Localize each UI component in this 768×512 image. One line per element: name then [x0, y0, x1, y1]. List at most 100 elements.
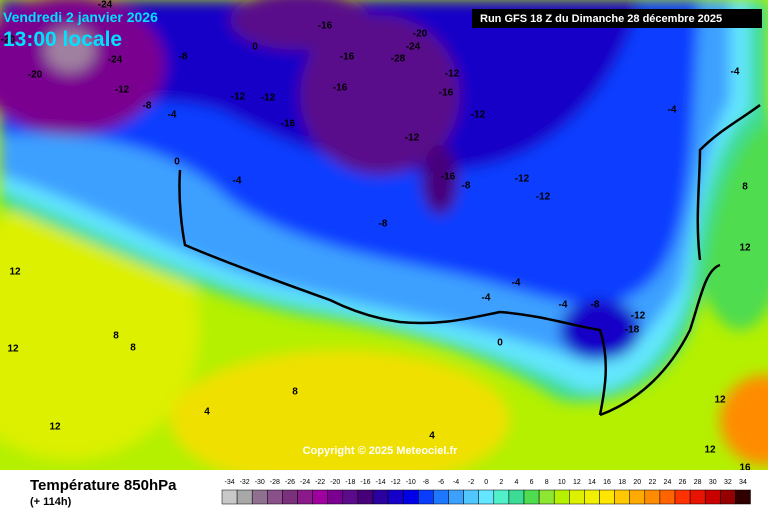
isotherm-label: 8: [292, 387, 298, 398]
legend-title: Température 850hPa: [30, 477, 177, 494]
colorbar-label: -26: [285, 479, 295, 486]
color-swatch: [372, 489, 389, 505]
isotherm-label: -12: [115, 85, 130, 96]
isotherm-label: -12: [631, 311, 646, 322]
isotherm-label: -8: [591, 300, 600, 311]
isotherm-label: -16: [281, 119, 296, 130]
isotherm-label: 12: [49, 422, 61, 433]
temperature-field: [0, 0, 768, 490]
color-swatch: [402, 489, 419, 505]
isotherm-label: -4: [559, 300, 568, 311]
colorbar-label: 18: [618, 479, 626, 486]
run-box: [472, 9, 762, 28]
colorbar-label: -10: [406, 479, 416, 486]
isotherm-label: -16: [333, 83, 348, 94]
isotherm-label: 12: [704, 445, 716, 456]
color-swatch: [448, 489, 464, 505]
color-swatch: [357, 489, 374, 505]
color-swatch: [735, 489, 751, 505]
isotherm-label: 12: [739, 243, 751, 254]
isotherm-label: 8: [130, 343, 136, 354]
run-info: Run GFS 18 Z du Dimanche 28 décembre 202…: [480, 13, 722, 25]
colorbar-label: -32: [240, 479, 250, 486]
colorbar-label: 2: [499, 479, 503, 486]
colorbar-label: -12: [391, 479, 401, 486]
colorbar-label: 28: [694, 479, 702, 486]
color-swatch: [538, 489, 555, 505]
isotherm-label: -4: [168, 110, 177, 121]
color-swatch: [523, 489, 540, 505]
color-swatch: [433, 489, 449, 505]
isotherm-label: -24: [98, 0, 113, 11]
colorbar-label: 20: [633, 479, 641, 486]
colorbar-label: 0: [484, 479, 488, 486]
isotherm-labels: -24 -20 -20 -24 -12 -8 -8 -4 0 -12 -12 -16 -16 -16 -16…: [1, 0, 751, 474]
color-swatch: [599, 489, 615, 505]
isotherm-label: 16: [739, 463, 751, 474]
colorbar-label: -30: [255, 479, 265, 486]
colorbar-label: 16: [603, 479, 611, 486]
color-swatch: [508, 489, 525, 505]
isotherm-label: 12: [714, 395, 726, 406]
colorbar-label: -6: [438, 479, 444, 486]
colorbar-label: -4: [453, 479, 459, 486]
isotherm-label: -4: [731, 67, 740, 78]
isotherm-label: 12: [7, 344, 19, 355]
color-swatch: [387, 489, 404, 505]
color-swatch: [553, 489, 570, 505]
isotherm-label: -16: [318, 21, 333, 32]
isotherm-label: -24: [406, 42, 421, 53]
color-swatch: [236, 489, 253, 505]
colorbar-label: 32: [724, 479, 732, 486]
isotherm-label: -16: [340, 52, 355, 63]
color-swatch: [569, 489, 585, 505]
colorbar-label: 8: [545, 479, 549, 486]
colorbar-label: 12: [573, 479, 581, 486]
colorbar-label: 14: [588, 479, 596, 486]
colorbar-label: -22: [315, 479, 325, 486]
isotherm-label: -12: [261, 93, 276, 104]
isotherm-label: 0: [174, 157, 180, 168]
colorbar: -34 -32 -30 -28 -26 -24 -22 -20 -18 -16 -14 -12 -10-…: [221, 479, 751, 505]
isotherm-label: 0: [252, 42, 258, 53]
colorbar-label: 34: [739, 479, 747, 486]
colorbar-label: -24: [300, 479, 310, 486]
colorbar-label: -14: [375, 479, 385, 486]
color-swatch: [614, 489, 630, 505]
isotherm-label: 8: [113, 331, 119, 342]
forecast-time: 13:00 locale: [3, 28, 122, 51]
isotherm-label: -8: [179, 52, 188, 63]
color-swatch: [704, 489, 721, 505]
isotherm-label: -20: [28, 70, 43, 81]
color-swatch: [312, 489, 328, 505]
colorbar-label: 22: [648, 479, 656, 486]
isotherm-label: -4: [233, 176, 242, 187]
color-swatch: [629, 489, 646, 505]
isotherm-label: -4: [668, 105, 677, 116]
isotherm-label: -12: [471, 110, 486, 121]
isotherm-label: -4: [512, 278, 521, 289]
colorbar-label: -34: [224, 479, 234, 486]
color-swatch: [251, 489, 268, 505]
color-swatch: [267, 489, 283, 505]
colorbar-label: 26: [679, 479, 687, 486]
isotherm-label: -12: [405, 133, 420, 144]
isotherm-label: -12: [536, 192, 551, 203]
color-swatch: [659, 489, 676, 505]
isotherm-label: 0: [497, 338, 503, 349]
isotherm-label: -20: [1, 35, 16, 46]
color-swatch: [221, 489, 238, 505]
isotherm-label: -28: [391, 54, 406, 65]
isotherm-label: 8: [742, 182, 748, 193]
colorbar-label: -28: [270, 479, 280, 486]
isotherm-label: -4: [482, 293, 491, 304]
colorbar-label: -18: [345, 479, 355, 486]
isotherm-label: -24: [108, 55, 123, 66]
colorbar-label: -20: [330, 479, 340, 486]
color-swatch: [720, 489, 736, 505]
color-swatch: [493, 489, 510, 505]
color-swatch: [463, 489, 479, 505]
copyright: Copyright © 2025 Meteociel.fr: [303, 445, 459, 457]
color-swatch: [418, 489, 434, 505]
